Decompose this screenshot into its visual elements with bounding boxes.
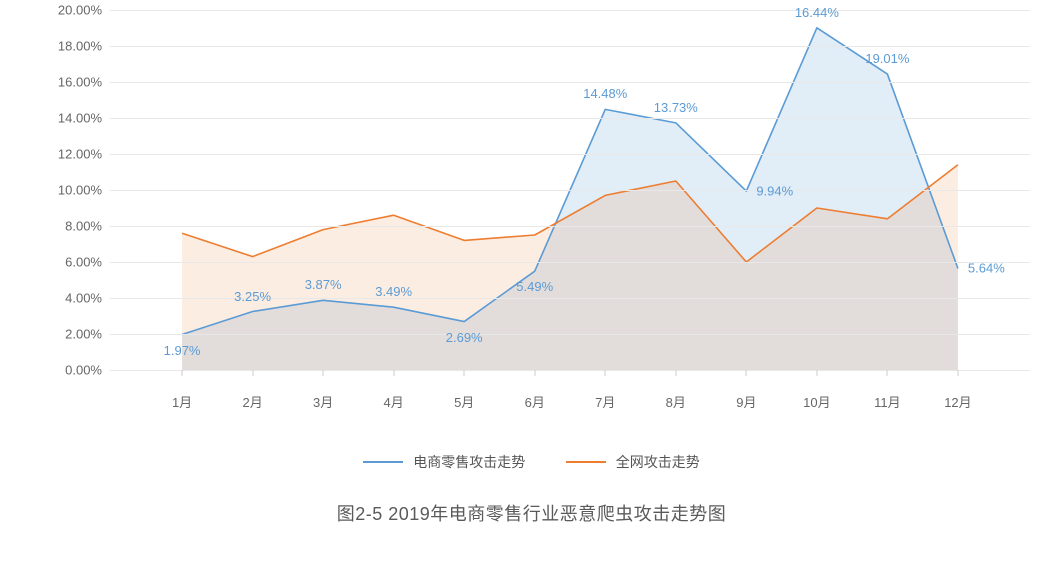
x-tick-label: 5月 [454,392,474,411]
grid-line [110,262,1030,263]
plot-area: 1.97% 3.25% 3.87% 3.49% 2.69% 5.49% 14.48% 13.7… [110,10,1030,370]
x-tick-label: 12月 [944,392,971,411]
x-tick-mark [252,370,253,376]
grid-line [110,154,1030,155]
x-tick-mark [675,370,676,376]
grid-line [110,46,1030,47]
data-label: 1.97% [164,343,201,358]
x-tick-mark [534,370,535,376]
x-tick-mark [393,370,394,376]
y-tick-label: 6.00% [30,255,102,270]
x-tick-mark [957,370,958,376]
x-tick-label: 3月 [313,392,333,411]
data-label: 3.49% [375,284,412,299]
data-label: 9.94% [756,184,793,199]
legend-label-1: 电商零售攻击走势 [413,452,525,472]
x-tick-mark [323,370,324,376]
y-tick-label: 14.00% [30,111,102,126]
x-tick-mark [182,370,183,376]
legend-label-2: 全网攻击走势 [616,452,700,472]
grid-line [110,226,1030,227]
grid-line [110,82,1030,83]
x-tick-label: 10月 [803,392,830,411]
x-tick-label: 7月 [595,392,615,411]
y-tick-label: 2.00% [30,327,102,342]
grid-line [110,10,1030,11]
y-tick-label: 18.00% [30,39,102,54]
chart-caption: 图2-5 2019年电商零售行业恶意爬虫攻击走势图 [0,500,1063,526]
grid-line [110,190,1030,191]
data-label: 13.73% [654,100,698,115]
x-axis: 1月 2月 3月 4月 5月 6月 7月 8月 9月 10月 11月 12月 [110,370,1030,420]
x-tick-label: 1月 [172,392,192,411]
data-label: 3.87% [305,277,342,292]
data-label: 16.44% [795,5,839,20]
legend-item-series-2: 全网攻击走势 [566,452,700,472]
x-tick-label: 6月 [525,392,545,411]
legend-swatch-1 [363,461,403,463]
x-tick-mark [605,370,606,376]
x-tick-label: 9月 [736,392,756,411]
y-tick-label: 0.00% [30,363,102,378]
x-tick-mark [746,370,747,376]
legend: 电商零售攻击走势 全网攻击走势 [0,450,1063,472]
x-tick-label: 11月 [874,392,901,411]
legend-item-series-1: 电商零售攻击走势 [363,452,525,472]
y-tick-label: 16.00% [30,75,102,90]
chart-container: 0.00% 2.00% 4.00% 6.00% 8.00% 10.00% 12.00% 14.… [30,10,1030,420]
x-tick-label: 8月 [666,392,686,411]
grid-line [110,118,1030,119]
y-tick-label: 20.00% [30,3,102,18]
grid-line [110,334,1030,335]
y-tick-label: 10.00% [30,183,102,198]
x-tick-mark [887,370,888,376]
data-label: 5.64% [968,261,1005,276]
data-label: 3.25% [234,289,271,304]
legend-swatch-2 [566,461,606,463]
data-label: 14.48% [583,86,627,101]
y-tick-label: 4.00% [30,291,102,306]
y-tick-label: 12.00% [30,147,102,162]
data-label: 5.49% [516,279,553,294]
y-axis: 0.00%2.00%4.00%6.00%8.00%10.00%12.00%14.… [30,10,110,370]
x-tick-label: 4月 [384,392,404,411]
x-tick-label: 2月 [242,392,262,411]
data-label: 19.01% [865,51,909,66]
y-tick-label: 8.00% [30,219,102,234]
x-tick-mark [464,370,465,376]
x-tick-mark [816,370,817,376]
data-label: 2.69% [446,330,483,345]
